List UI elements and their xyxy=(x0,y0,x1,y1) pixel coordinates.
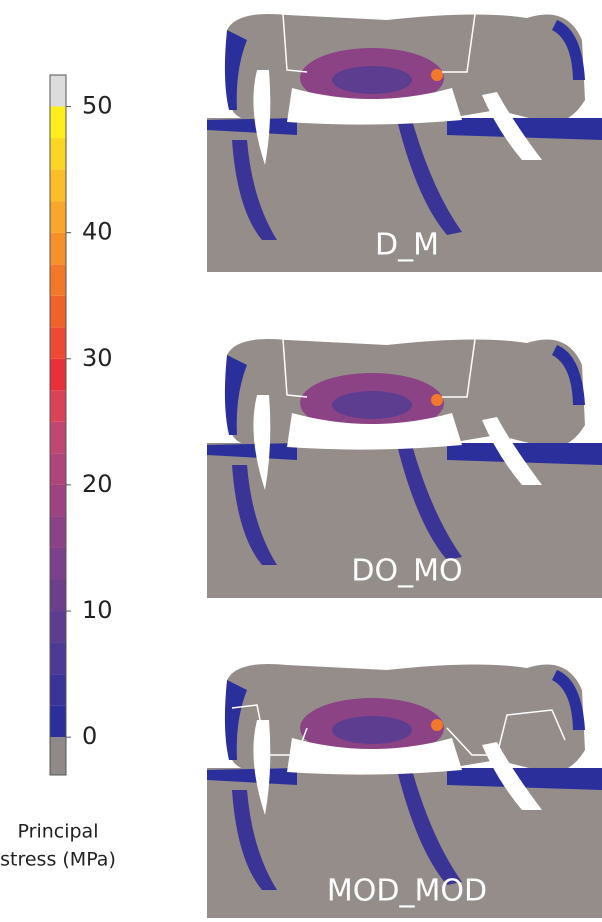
stress-hot xyxy=(431,394,443,406)
panels: D_M DO_MO MOD_MOD xyxy=(207,0,602,918)
cavity xyxy=(287,413,462,450)
colorbar-frame xyxy=(49,74,67,776)
cavity xyxy=(287,738,462,775)
tick-label: 30 xyxy=(82,344,113,372)
stress-blue xyxy=(207,345,602,465)
colorbar-band xyxy=(50,358,66,391)
colorbar-band xyxy=(50,106,66,139)
colorbar-band xyxy=(50,264,66,296)
tick-label: 10 xyxy=(82,596,113,624)
cavity xyxy=(287,88,462,125)
colorbar-band xyxy=(50,705,66,738)
colorbar-band xyxy=(50,75,66,107)
tick-label: 40 xyxy=(82,218,113,246)
colorbar-label: Principal xyxy=(18,821,99,843)
colorbar-band xyxy=(50,295,66,328)
colorbar-band xyxy=(50,169,66,202)
panel-label: D_M xyxy=(375,228,439,263)
prep-outline xyxy=(281,324,478,398)
fe-panel: MOD_MOD xyxy=(207,664,602,918)
panel-label: MOD_MOD xyxy=(327,874,487,909)
colorbar-band xyxy=(50,390,66,422)
colorbar-band xyxy=(50,453,66,485)
stress-hot xyxy=(431,69,443,81)
stress-hot xyxy=(431,719,443,731)
fe-panel: DO_MO xyxy=(207,324,602,598)
colorbar: 0 10 20 30 40 50 xyxy=(49,74,113,776)
colorbar-band xyxy=(50,674,66,706)
colorbar-band xyxy=(50,232,66,265)
colorbar-band xyxy=(50,138,66,170)
colorbar-band xyxy=(50,547,66,580)
colorbar-band xyxy=(50,327,66,359)
stress-blue xyxy=(232,120,462,240)
stress-core xyxy=(332,391,412,419)
colorbar-band xyxy=(50,201,66,233)
panel-label: DO_MO xyxy=(351,554,462,589)
prep-outline xyxy=(281,0,478,73)
colorbar-under xyxy=(50,737,66,775)
colorbar-label: stress (MPa) xyxy=(0,849,116,871)
colorbar-band xyxy=(50,421,66,454)
colorbar-band xyxy=(50,516,66,548)
colorbar-band xyxy=(50,611,66,643)
tick-label: 20 xyxy=(82,470,113,498)
tick-label: 0 xyxy=(82,722,97,750)
colorbar-band xyxy=(50,579,66,612)
stress-blue xyxy=(232,770,462,890)
prep-outline xyxy=(231,704,566,756)
stress-blue xyxy=(232,445,462,565)
stress-core xyxy=(332,66,412,94)
stress-blue xyxy=(207,670,602,790)
colorbar-band xyxy=(50,484,66,517)
colorbar-band xyxy=(50,642,66,675)
stress-blue xyxy=(207,20,602,140)
fe-panel: D_M xyxy=(207,0,602,272)
stress-core xyxy=(332,716,412,744)
tick-label: 50 xyxy=(82,92,113,120)
